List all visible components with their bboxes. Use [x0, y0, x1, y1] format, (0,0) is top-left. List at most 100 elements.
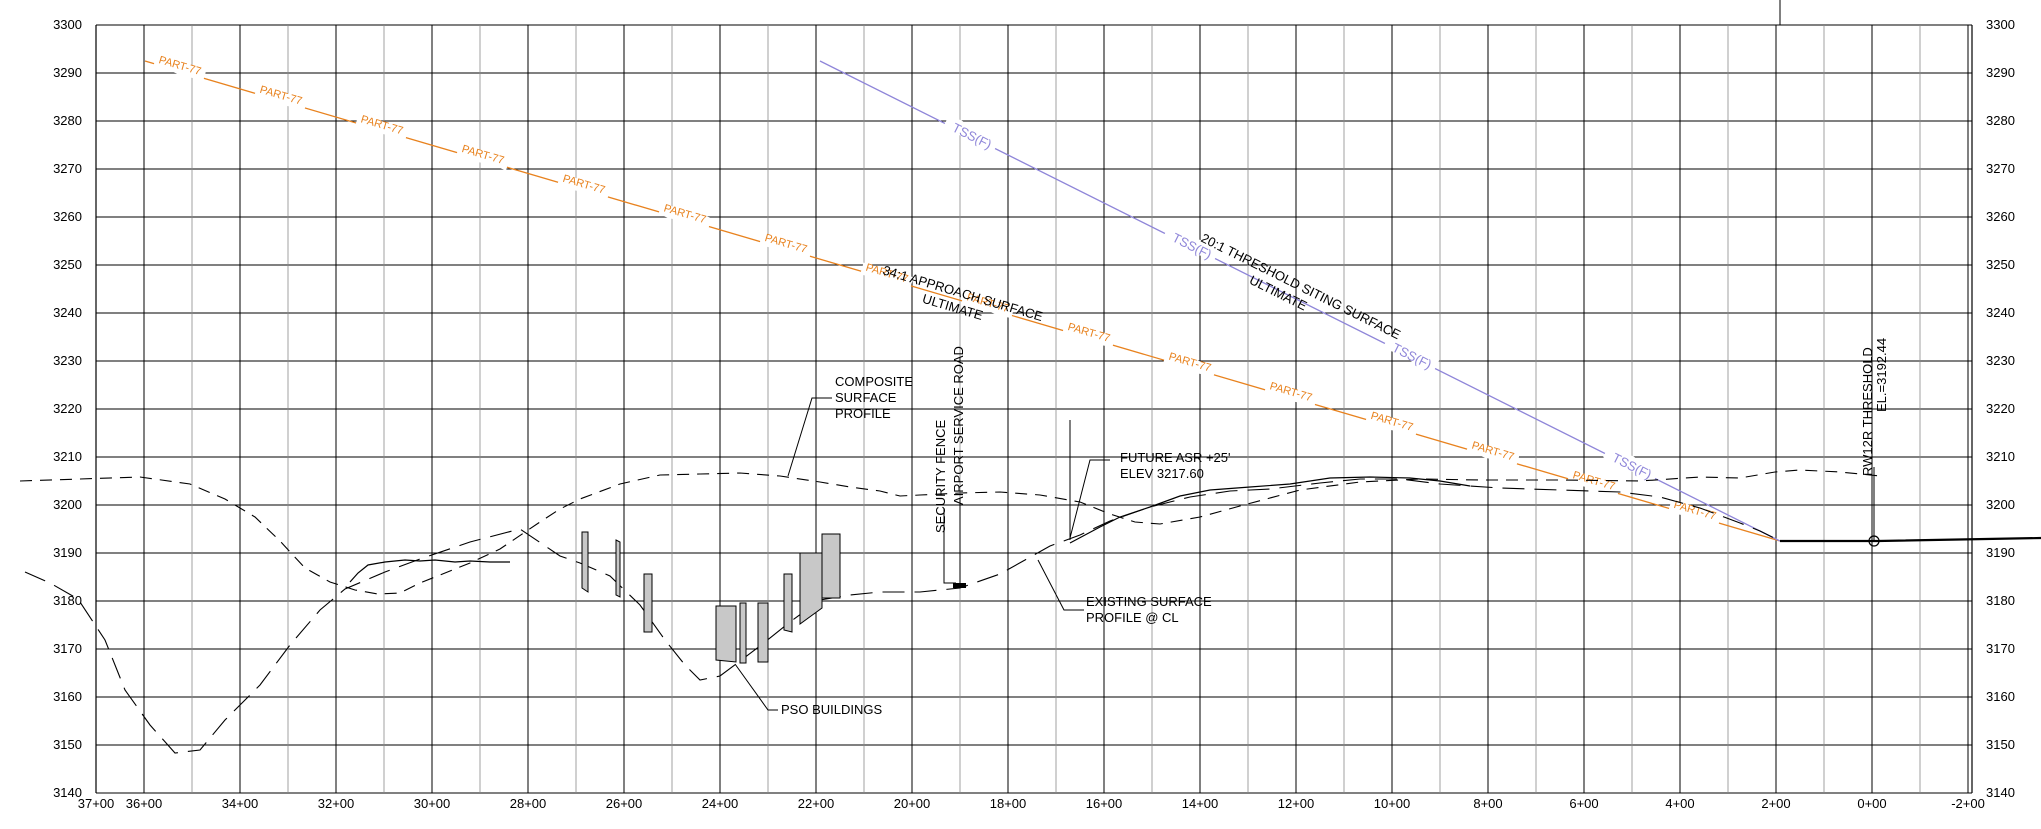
ground-profile-segment-2 — [1069, 476, 1471, 544]
part77-label-gap — [1466, 440, 1520, 467]
elevation-tick-label-right: 3180 — [1986, 593, 2015, 608]
elevation-tick-label-left: 3220 — [53, 401, 82, 416]
station-tick-label: 24+00 — [702, 796, 739, 811]
part77-line-label: PART-77 — [1470, 440, 1515, 464]
part77-label-gap — [658, 203, 712, 230]
threshold-siting-annotation: 20:1 THRESHOLD SITING SURFACE ULTIMATE — [1199, 230, 1404, 342]
station-tick-label: 0+00 — [1857, 796, 1886, 811]
part77-line-label: PART-77 — [1571, 469, 1616, 493]
part77-line-label: PART-77 — [359, 114, 404, 138]
station-tick-label: 20+00 — [894, 796, 931, 811]
part77-line-label: PART-77 — [1167, 351, 1212, 375]
part77-label-gap — [557, 173, 611, 200]
composite-surface-profile-line — [19, 469, 1881, 595]
elevation-tick-label-right: 3230 — [1986, 353, 2015, 368]
station-tick-label: 22+00 — [798, 796, 835, 811]
elevation-tick-label-right: 3260 — [1986, 209, 2015, 224]
part77-label-gap — [1567, 470, 1621, 497]
elevation-tick-label-right: 3170 — [1986, 641, 2015, 656]
future-asr-leader — [1069, 459, 1110, 539]
threshold-label-2: EL.=3192.44 — [1874, 338, 1889, 412]
part77-label-gap — [355, 114, 409, 141]
future-asr-label-2: ELEV 3217.60 — [1120, 466, 1204, 481]
elevation-tick-label-left: 3180 — [53, 593, 82, 608]
part77-label-gap — [153, 55, 207, 82]
composite-label-1: COMPOSITE — [835, 374, 913, 389]
part77-label-gap — [254, 84, 308, 111]
station-tick-label: 32+00 — [318, 796, 355, 811]
building-shape — [715, 605, 737, 663]
part77-line-label: PART-77 — [460, 143, 505, 167]
elevation-tick-label-left: 3150 — [53, 737, 82, 752]
tss-label-gap — [1383, 334, 1440, 373]
threshold-label-1: RW12R THRESHOLD — [1860, 347, 1875, 476]
part77-line-label: PART-77 — [157, 54, 202, 78]
pso-buildings-leader — [734, 663, 778, 711]
station-tick-label: 37+00 — [78, 796, 115, 811]
station-tick-label: 10+00 — [1374, 796, 1411, 811]
part77-label-gap — [1062, 321, 1116, 349]
elevation-tick-label-right: 3250 — [1986, 257, 2015, 272]
station-tick-label: 8+00 — [1473, 796, 1502, 811]
building-shape — [581, 531, 589, 593]
existing-surface-label-2: PROFILE @ CL — [1086, 610, 1179, 625]
composite-label-3: PROFILE — [835, 406, 891, 421]
elevation-tick-label-right: 3290 — [1986, 65, 2015, 80]
future-asr-label-1: FUTURE ASR +25' — [1120, 450, 1231, 465]
building-shape — [739, 602, 747, 664]
runway-centerline — [1780, 536, 2041, 543]
station-tick-label: 4+00 — [1665, 796, 1694, 811]
part77-line-label: PART-77 — [662, 202, 707, 226]
composite-profile-leader — [787, 397, 832, 477]
part77-line-label: PART-77 — [258, 84, 303, 108]
part77-label-gap — [759, 232, 813, 260]
building-shape — [799, 552, 823, 625]
elevation-tick-label-right: 3160 — [1986, 689, 2015, 704]
elevation-tick-label-right: 3240 — [1986, 305, 2015, 320]
part77-line-label: PART-77 — [763, 232, 808, 256]
existing-surface-profile-line — [24, 478, 1781, 754]
part77-label-gap — [1264, 381, 1318, 408]
station-tick-label: 14+00 — [1182, 796, 1219, 811]
part77-label-gap — [860, 262, 914, 289]
elevation-tick-label-right: 3300 — [1986, 17, 2015, 32]
tss-line-label: TSS(F) — [1390, 340, 1434, 372]
station-tick-label: 30+00 — [414, 796, 451, 811]
service-road-marker — [953, 583, 966, 588]
elevation-tick-label-left: 3210 — [53, 449, 82, 464]
ground-profile-segment-1 — [349, 559, 510, 583]
station-tick-label: 36+00 — [126, 796, 163, 811]
part77-line-label: PART-77 — [1066, 321, 1111, 345]
elevation-tick-label-left: 3280 — [53, 113, 82, 128]
elevation-tick-label-left: 3170 — [53, 641, 82, 656]
building-shape — [783, 573, 793, 633]
grid — [95, 0, 1973, 794]
right-elevation-axis: 3300 3290 3280 3270 3260 3250 3240 3230 3220 3210… — [1986, 17, 2015, 800]
security-fence-leader — [943, 508, 956, 584]
elevation-tick-label-left: 3300 — [53, 17, 82, 32]
elevation-tick-label-right: 3140 — [1986, 785, 2015, 800]
elevation-tick-label-left: 3290 — [53, 65, 82, 80]
service-road-label: AIRPORT SERVICE ROAD — [951, 346, 966, 505]
existing-surface-label-1: EXISTING SURFACE — [1086, 594, 1212, 609]
elevation-tick-label-left: 3250 — [53, 257, 82, 272]
part77-label-gap — [961, 292, 1015, 319]
elevation-tick-label-right: 3150 — [1986, 737, 2015, 752]
tss-label-gap — [1603, 444, 1660, 483]
elevation-tick-label-right: 3280 — [1986, 113, 2015, 128]
building-shape — [757, 602, 769, 663]
elevation-tick-label-right: 3270 — [1986, 161, 2015, 176]
station-tick-label: 18+00 — [990, 796, 1027, 811]
security-fence-label: SECURITY FENCE — [933, 420, 948, 533]
station-tick-label: 2+00 — [1761, 796, 1790, 811]
elevation-tick-label-left: 3260 — [53, 209, 82, 224]
left-elevation-axis: 3300 3290 3280 3270 3260 3250 3240 3230 3220 3210… — [53, 17, 82, 800]
elevation-tick-label-left: 3140 — [53, 785, 82, 800]
station-tick-label: 16+00 — [1086, 796, 1123, 811]
elevation-tick-label-left: 3270 — [53, 161, 82, 176]
pso-buildings-label: PSO BUILDINGS — [781, 702, 882, 717]
elevation-tick-label-right: 3210 — [1986, 449, 2015, 464]
station-tick-label: 28+00 — [510, 796, 547, 811]
